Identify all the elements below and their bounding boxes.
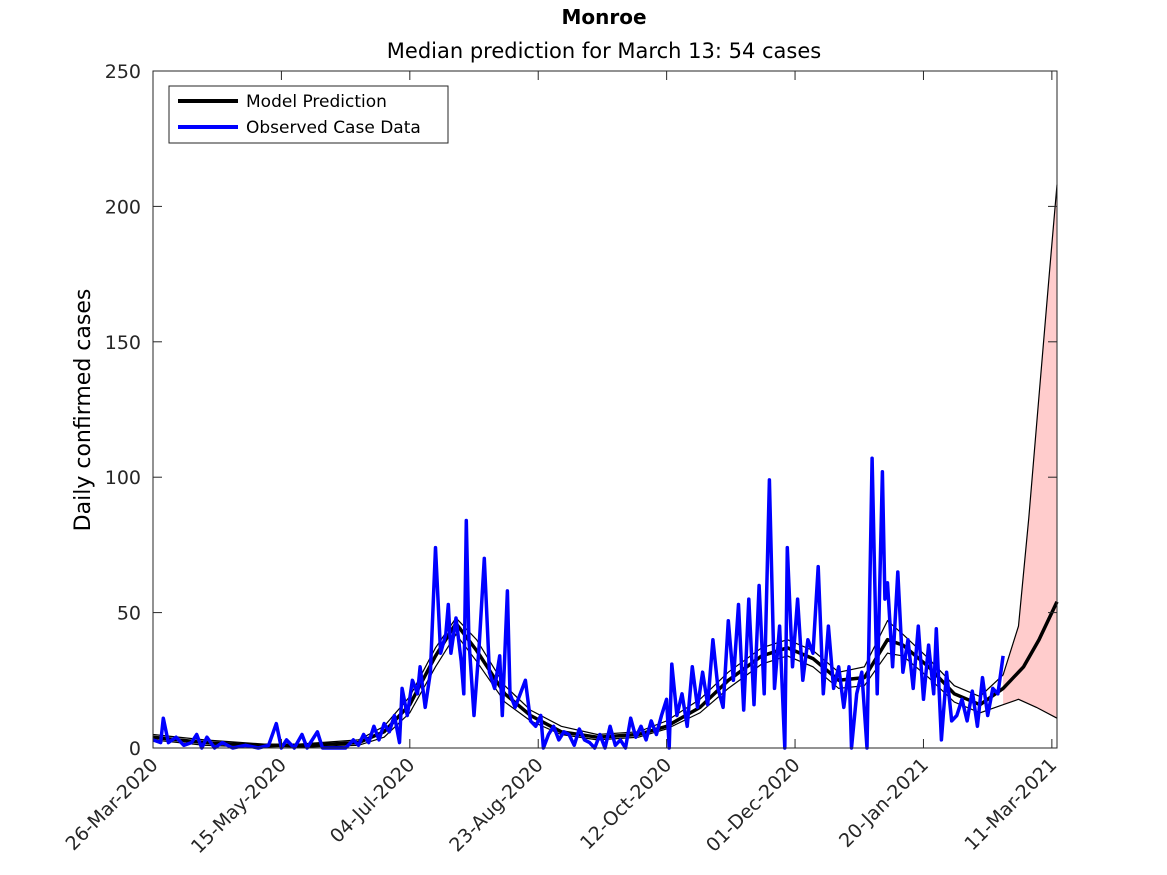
chart-title: Monroe <box>561 5 646 29</box>
legend-label-model: Model Prediction <box>246 92 387 112</box>
legend-box <box>168 85 449 144</box>
model-bound-lower <box>152 633 1058 749</box>
y-tick-label: 200 <box>105 196 141 218</box>
y-tick-label: 100 <box>105 467 141 489</box>
axes-layer <box>152 70 1058 749</box>
plot-area <box>152 71 1059 750</box>
axes-box <box>152 70 1058 749</box>
y-tick-label: 150 <box>105 332 141 354</box>
legend-label-observed: Observed Case Data <box>246 118 421 138</box>
y-tick-label: 250 <box>105 61 141 83</box>
plot-background <box>153 71 1057 748</box>
observed-layer <box>152 456 1005 750</box>
y-axis-label: Daily confirmed cases <box>71 289 96 532</box>
y-tick-label: 50 <box>117 603 141 625</box>
legend: Model Prediction Observed Case Data <box>168 85 449 144</box>
observed-line <box>152 456 1005 750</box>
chart-subtitle: Median prediction for March 13: 54 cases <box>387 39 821 63</box>
y-ticks: 0 50 100 150 200 250 <box>105 61 1057 760</box>
forecast-band <box>1003 184 1057 719</box>
y-tick-label: 0 <box>129 738 141 760</box>
